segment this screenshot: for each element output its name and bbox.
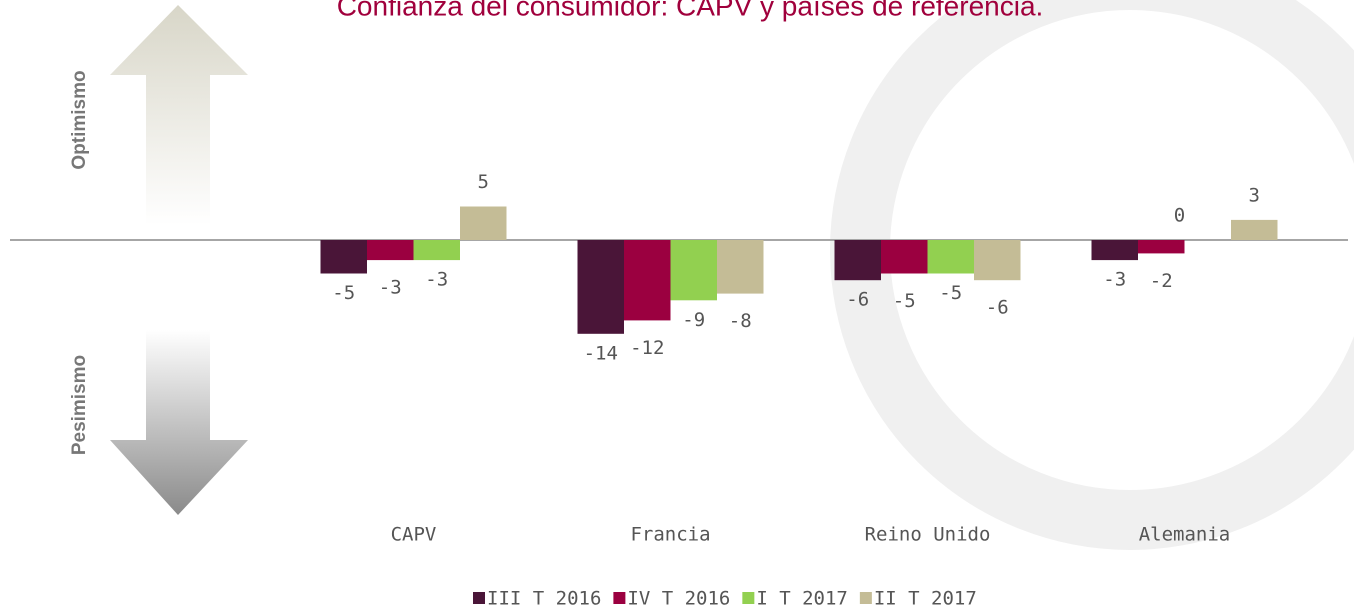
bar: [1138, 240, 1185, 254]
x-tick-label: Alemania: [1139, 524, 1231, 546]
data-label: -2: [1150, 270, 1173, 292]
legend-swatch: [742, 592, 755, 604]
legend-label: I T 2017: [756, 588, 848, 609]
data-label: -5: [939, 282, 962, 304]
legend-swatch: [473, 592, 485, 604]
bar: [927, 240, 974, 274]
arrow-down: [110, 330, 248, 515]
pessimism-label: Pesimismo: [69, 355, 90, 455]
bar: [460, 206, 507, 240]
bar: [717, 240, 764, 294]
legend-swatch: [859, 592, 872, 604]
chart-title: Confianza del consumidor: CAPV y países …: [337, 0, 1044, 21]
optimism-label: Optimismo: [69, 70, 90, 169]
bar: [881, 240, 928, 274]
bar: [1231, 219, 1278, 240]
data-label: -5: [893, 290, 916, 312]
bar: [1091, 240, 1138, 261]
bar: [367, 240, 414, 261]
data-label: 0: [1174, 205, 1185, 227]
bar: [834, 240, 881, 281]
data-label: -6: [846, 289, 869, 311]
data-label: -14: [584, 342, 618, 364]
bar: [320, 240, 367, 274]
data-label: -8: [729, 310, 752, 332]
legend-swatch: [613, 592, 626, 604]
data-label: 5: [478, 171, 489, 193]
data-label: -9: [682, 309, 705, 331]
data-label: -3: [1103, 269, 1126, 291]
data-label: -3: [379, 277, 402, 299]
data-label: -5: [332, 282, 355, 304]
data-label: -12: [630, 337, 664, 359]
data-label: -3: [425, 269, 448, 291]
data-label: 3: [1249, 184, 1260, 206]
x-tick-label: Reino Unido: [865, 524, 991, 546]
bar: [974, 240, 1021, 281]
data-label: -6: [986, 297, 1009, 319]
bar: [413, 240, 460, 261]
bar: [670, 240, 717, 301]
bar: [577, 240, 624, 334]
x-tick-label: CAPV: [391, 524, 437, 546]
legend-label: II T 2017: [874, 588, 977, 609]
legend-label: IV T 2016: [627, 588, 730, 609]
x-tick-label: Francia: [630, 524, 710, 546]
bar: [624, 240, 671, 321]
arrow-up: [110, 5, 248, 225]
legend-label: III T 2016: [487, 588, 601, 609]
